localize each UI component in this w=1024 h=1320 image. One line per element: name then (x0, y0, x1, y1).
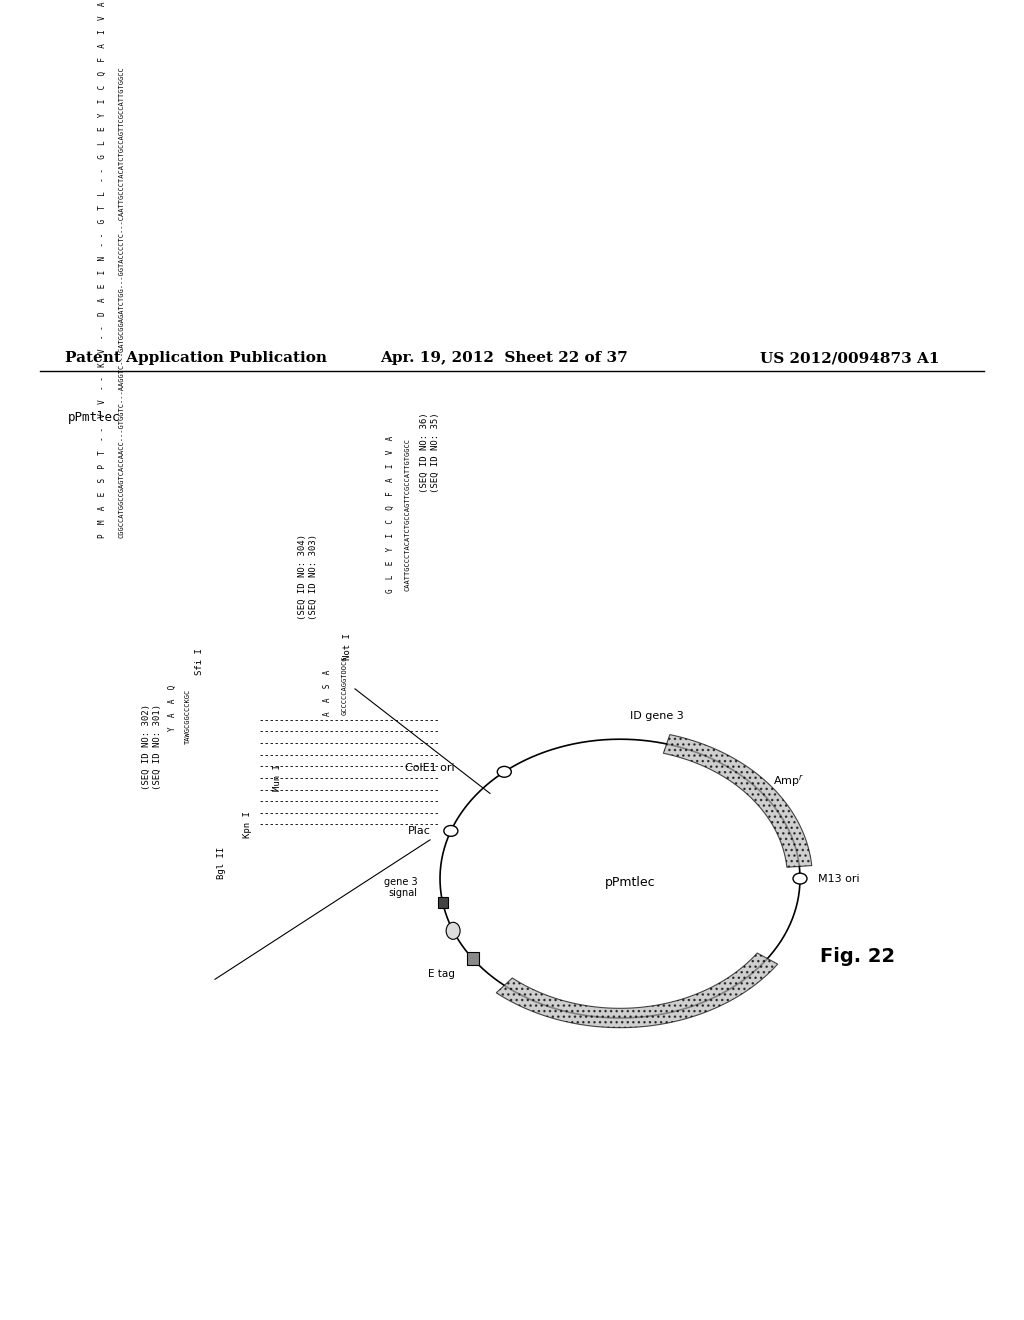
Text: E tag: E tag (428, 969, 455, 979)
Text: CAATTGCCCTACATCTGCCAGTTCGCCATTGTGGCC: CAATTGCCCTACATCTGCCAGTTCGCCATTGTGGCC (406, 438, 411, 591)
Text: Mun I: Mun I (273, 764, 283, 792)
Text: Amp$^r$: Amp$^r$ (773, 774, 804, 789)
Text: M13 ori: M13 ori (818, 874, 859, 883)
Text: (SEQ ID NO: 304)
(SEQ ID NO: 303): (SEQ ID NO: 304) (SEQ ID NO: 303) (298, 533, 317, 619)
Bar (467, 952, 478, 965)
Ellipse shape (446, 923, 460, 940)
Text: Y  A  A  Q: Y A A Q (168, 685, 176, 731)
Polygon shape (497, 953, 777, 1028)
Text: pPmtlec: pPmtlec (68, 412, 121, 424)
Text: Apr. 19, 2012  Sheet 22 of 37: Apr. 19, 2012 Sheet 22 of 37 (380, 351, 628, 366)
Text: A  A  S  A: A A S A (323, 669, 332, 715)
Text: Bgl II: Bgl II (217, 847, 226, 879)
Bar (437, 898, 447, 908)
Text: (SEQ ID NO: 36)
(SEQ ID NO: 35): (SEQ ID NO: 36) (SEQ ID NO: 35) (420, 412, 439, 492)
Text: ColE1 ori: ColE1 ori (404, 763, 455, 774)
Polygon shape (664, 735, 812, 867)
Text: gene 3
signal: gene 3 signal (384, 876, 418, 898)
Text: GCCCCCAGGTOOCG: GCCCCCAGGTOOCG (342, 655, 348, 714)
Text: Not I: Not I (343, 632, 352, 660)
Text: Fig. 22: Fig. 22 (820, 946, 895, 965)
Text: (SEQ ID NO: 302)
(SEQ ID NO: 301): (SEQ ID NO: 302) (SEQ ID NO: 301) (142, 704, 162, 789)
Text: P  M  A  E  S  P  T  - -  V  V  - -  K  V  - -  D  A  E  I  N  - -  G  T  L  - -: P M A E S P T - - V V - - K V - - D A E … (97, 1, 106, 537)
Text: Kpn I: Kpn I (244, 810, 253, 838)
Text: ID gene 3: ID gene 3 (630, 711, 684, 721)
Text: G  L  E  Y  I  C  Q  F  A  I  V  A: G L E Y I C Q F A I V A (385, 436, 394, 593)
Text: Plac: Plac (408, 826, 431, 836)
Circle shape (443, 825, 458, 837)
Text: Patent Application Publication: Patent Application Publication (65, 351, 327, 366)
Text: CGGCCATGGCCGAGTCACCAACC---GTGGTC---AAGGTC---GATGCGGAGATCTGG---GGTACCCCTC---CAATT: CGGCCATGGCCGAGTCACCAACC---GTGGTC---AAGGT… (119, 66, 125, 537)
Text: TAWGCGGCCCKGC: TAWGCGGCCCKGC (185, 688, 191, 743)
Circle shape (498, 767, 511, 777)
Circle shape (793, 873, 807, 884)
Text: pPmtlec: pPmtlec (605, 876, 655, 888)
Text: Sfi I: Sfi I (196, 648, 205, 676)
Text: US 2012/0094873 A1: US 2012/0094873 A1 (760, 351, 939, 366)
